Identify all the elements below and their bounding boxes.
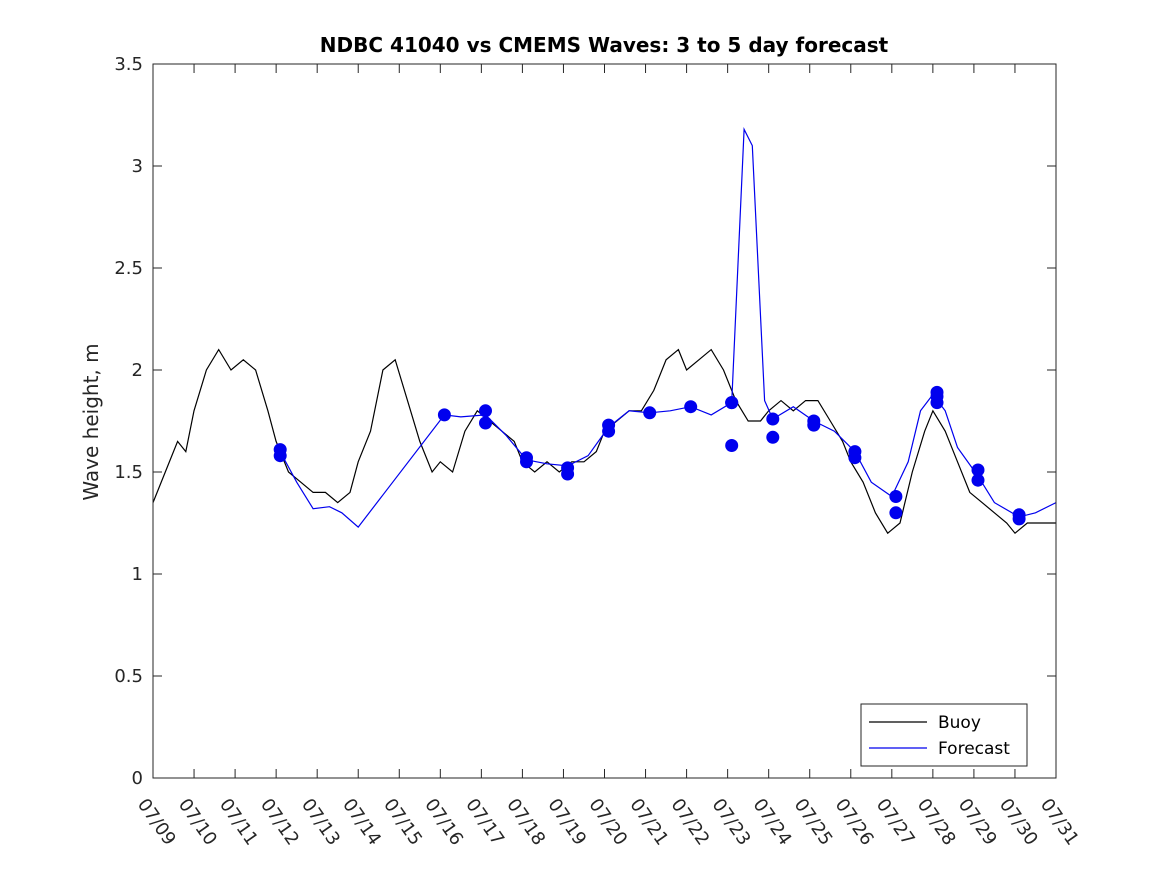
y-axis-label: Wave height, m: [79, 343, 103, 500]
forecast-marker: [479, 404, 492, 418]
forecast-marker: [684, 400, 698, 414]
forecast-marker: [725, 396, 739, 410]
forecast-marker: [273, 449, 287, 463]
y-tick-label: 2.5: [114, 258, 143, 279]
forecast-marker: [561, 467, 575, 481]
forecast-marker: [971, 473, 985, 487]
legend-label-forecast: Forecast: [938, 739, 1010, 759]
legend-box: [860, 703, 1028, 767]
forecast-marker: [479, 416, 492, 430]
legend: Buoy Forecast: [860, 703, 1028, 767]
forecast-marker: [437, 408, 451, 422]
legend-label-buoy: Buoy: [938, 713, 981, 733]
forecast-marker: [889, 506, 903, 520]
y-tick-label: 1.5: [114, 462, 143, 483]
y-tick-label: 0.5: [114, 666, 143, 687]
forecast-marker: [602, 424, 616, 438]
forecast-marker: [930, 396, 944, 410]
forecast-marker: [807, 418, 821, 432]
chart-title: NDBC 41040 vs CMEMS Waves: 3 to 5 day fo…: [320, 33, 889, 57]
forecast-marker: [643, 406, 657, 420]
forecast-marker: [971, 463, 985, 477]
forecast-marker: [848, 451, 862, 465]
y-tick-label: 0: [132, 768, 143, 789]
forecast-marker: [520, 455, 533, 469]
forecast-marker: [1012, 512, 1026, 526]
y-tick-label: 3: [132, 156, 143, 177]
forecast-marker: [766, 412, 780, 426]
y-tick-label: 3.5: [114, 54, 143, 75]
y-tick-label: 1: [132, 564, 143, 585]
plot-area: [152, 126, 1057, 535]
forecast-marker: [766, 430, 780, 444]
forecast-marker: [889, 490, 903, 503]
forecast-marker: [725, 439, 739, 452]
y-tick-label: 2: [132, 360, 143, 381]
